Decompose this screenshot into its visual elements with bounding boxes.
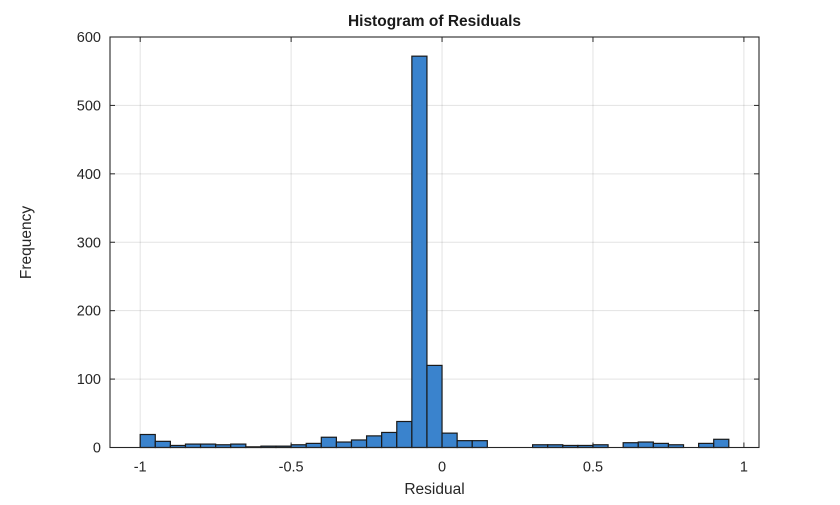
y-tick-label: 100 [77, 372, 101, 388]
x-tick-label: -0.5 [279, 460, 304, 476]
histogram-bar [350, 439, 368, 449]
chart-title: Histogram of Residuals [348, 13, 521, 30]
histogram-bar [441, 432, 458, 449]
x-axis-label: Residual [404, 481, 464, 498]
tick-labels-layer: -1 -0.5 0 0.5 1 0 100 200 300 400 500 600 [77, 30, 748, 476]
histogram-bar [335, 441, 353, 449]
y-tick-label: 200 [77, 304, 101, 320]
histogram-bar [698, 442, 715, 449]
histogram-bar [637, 441, 654, 449]
y-tick-label: 300 [77, 235, 101, 251]
histogram-bar [456, 440, 473, 449]
histogram-bar [365, 435, 383, 449]
histogram-bar [411, 55, 428, 449]
y-tick-label: 400 [77, 167, 101, 183]
y-tick-label: 600 [77, 30, 101, 46]
x-tick-label: -1 [134, 460, 147, 476]
x-tick-label: 1 [740, 460, 748, 476]
x-tick-label: 0.5 [583, 460, 603, 476]
y-tick-label: 0 [93, 441, 101, 457]
histogram-bar [396, 420, 413, 449]
histogram-bar [652, 442, 670, 449]
histogram-bar [381, 431, 398, 449]
histogram-bar [320, 436, 337, 449]
histogram-bar [622, 442, 639, 449]
histogram-bar [713, 438, 730, 449]
histogram-bars-layer [110, 55, 759, 449]
x-tick-label: 0 [438, 460, 446, 476]
histogram-bar [426, 364, 443, 449]
y-axis-label: Frequency [18, 206, 35, 279]
histogram-bar [139, 433, 156, 449]
histogram-bar [471, 440, 488, 449]
histogram-bar [154, 440, 171, 449]
axes-box [109, 36, 760, 449]
histogram-bar [305, 442, 322, 449]
y-tick-label: 500 [77, 98, 101, 114]
